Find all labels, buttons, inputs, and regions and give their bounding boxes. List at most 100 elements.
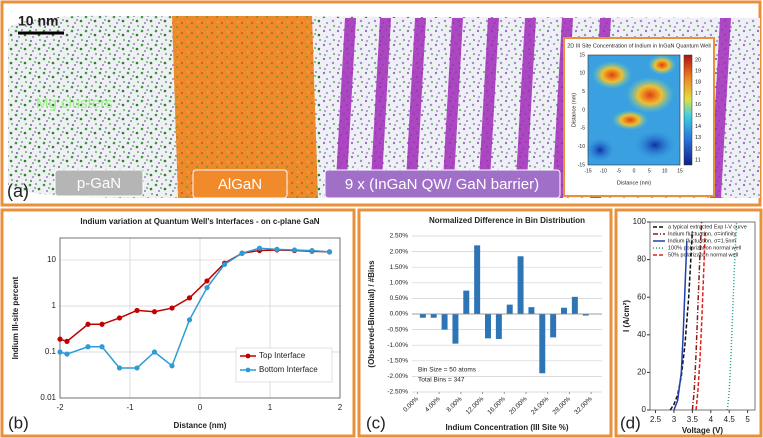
point xyxy=(134,307,140,314)
inset-x-label: Distance (nm) xyxy=(617,180,651,186)
inset-x-tick-label: -15 xyxy=(584,168,591,174)
x-tick-label: -2 xyxy=(56,403,64,412)
point xyxy=(116,365,123,371)
y-tick-label: 1 xyxy=(52,301,57,310)
x-axis-label: Indium Concentration (III Site %) xyxy=(445,423,568,432)
bar xyxy=(582,314,589,316)
x-tick-label: 3 xyxy=(672,415,677,424)
legend-label: 50% polarization normal well xyxy=(668,252,738,258)
y-tick-label: 100 xyxy=(633,217,647,226)
legend-box xyxy=(235,347,333,383)
colorbar-tick-label: 15 xyxy=(695,113,701,119)
plot-frame xyxy=(59,237,341,399)
bar xyxy=(517,256,524,314)
heatmap-blob xyxy=(635,131,675,159)
point xyxy=(85,344,91,350)
region-box xyxy=(324,169,561,199)
bar xyxy=(430,314,437,318)
legend-label: a typical extracted Exp I-V curve xyxy=(668,224,747,230)
heatmap-blob xyxy=(592,61,632,89)
inset-x-tick-label: -5 xyxy=(616,168,621,174)
point xyxy=(169,305,175,311)
bar xyxy=(506,304,513,314)
x-tick-label: 0 xyxy=(198,403,203,412)
inset-x-tick-label: 15 xyxy=(677,168,683,174)
inset-x-tick-label: 5 xyxy=(648,168,651,174)
series-line xyxy=(695,231,707,411)
inset-y-label: Distance (nm) xyxy=(571,93,577,127)
y-tick-label: 0.50% xyxy=(390,295,409,302)
heatmap-blob xyxy=(626,77,674,113)
point xyxy=(239,250,245,256)
y-tick-label: -2.50% xyxy=(387,389,408,396)
annotation: Total Bins = 347 xyxy=(418,377,465,384)
legend-label: 100% polarization normal well xyxy=(668,245,741,251)
region-label: p-GaN xyxy=(77,175,121,192)
point xyxy=(256,245,263,251)
point xyxy=(186,295,193,301)
x-axis-label: Voltage (V) xyxy=(682,426,724,435)
panel-label: (b) xyxy=(8,413,29,432)
colorbar-tick-label: 13 xyxy=(695,135,701,141)
y-tick-label: 1.00% xyxy=(390,280,409,287)
series-line xyxy=(691,221,703,411)
algan-layer xyxy=(172,16,318,198)
colorbar-tick-label: 14 xyxy=(695,124,701,130)
panel-label: (c) xyxy=(366,413,386,432)
point xyxy=(85,321,91,327)
y-tick-label: 80 xyxy=(637,255,646,264)
x-tick-label: 3.5 xyxy=(687,415,699,424)
heatmap-blob xyxy=(612,110,648,130)
panel-label: (a) xyxy=(7,181,29,201)
heatmap-frame xyxy=(587,54,681,166)
inset-y-tick-label: 5 xyxy=(582,89,585,95)
point xyxy=(291,247,298,253)
y-tick-label: -1.50% xyxy=(387,358,408,365)
inset-y-tick-label: -5 xyxy=(581,126,586,132)
point xyxy=(99,344,105,350)
colorbar-tick-label: 17 xyxy=(695,91,701,97)
point xyxy=(204,285,210,291)
y-tick-label: -1.00% xyxy=(387,342,408,349)
colorbar xyxy=(683,54,693,166)
point xyxy=(134,365,140,371)
bar xyxy=(495,314,502,339)
x-tick-label: 4 xyxy=(709,415,714,424)
region-label: AlGaN xyxy=(218,176,262,193)
colorbar-tick-label: 11 xyxy=(695,157,701,163)
y-tick-label: 2.50% xyxy=(390,233,409,240)
inset-y-tick-label: 15 xyxy=(579,52,585,58)
y-axis-label: I (A/cm²) xyxy=(622,300,631,332)
point xyxy=(57,336,63,342)
panel-d-frame xyxy=(614,208,763,438)
point xyxy=(64,338,70,344)
annotation: Bin Size = 50 atoms xyxy=(418,367,477,374)
inset-y-tick-label: -15 xyxy=(578,162,585,168)
y-tick-label: 0 xyxy=(642,405,647,414)
point xyxy=(221,261,228,268)
panel-label: (d) xyxy=(620,413,641,432)
y-tick-label: 10 xyxy=(47,255,56,264)
panel-c-frame xyxy=(357,208,613,438)
series-line xyxy=(673,240,688,411)
point xyxy=(57,349,63,355)
point xyxy=(64,351,70,357)
bar xyxy=(539,314,546,374)
region-box xyxy=(54,169,144,197)
y-tick-label: 2.00% xyxy=(390,248,409,255)
inset-x-tick-label: -10 xyxy=(600,168,607,174)
legend-label: Indium fluctuation, σ=infinity xyxy=(668,231,737,237)
inset-title: 2D III Site Concentration of Indium in I… xyxy=(567,43,711,49)
y-tick-label: 0.01 xyxy=(40,393,56,402)
point xyxy=(309,247,315,254)
bar xyxy=(463,290,470,314)
y-axis-label: Indium III-site percent xyxy=(11,276,20,359)
y-tick-label: -2.00% xyxy=(387,373,408,380)
y-tick-label: 1.50% xyxy=(390,264,409,271)
y-tick-label: 40 xyxy=(637,330,646,339)
inset-x-tick-label: 0 xyxy=(633,168,636,174)
y-tick-label: 20 xyxy=(637,368,646,377)
point xyxy=(274,246,280,252)
x-axis-label: Distance (nm) xyxy=(174,421,227,430)
